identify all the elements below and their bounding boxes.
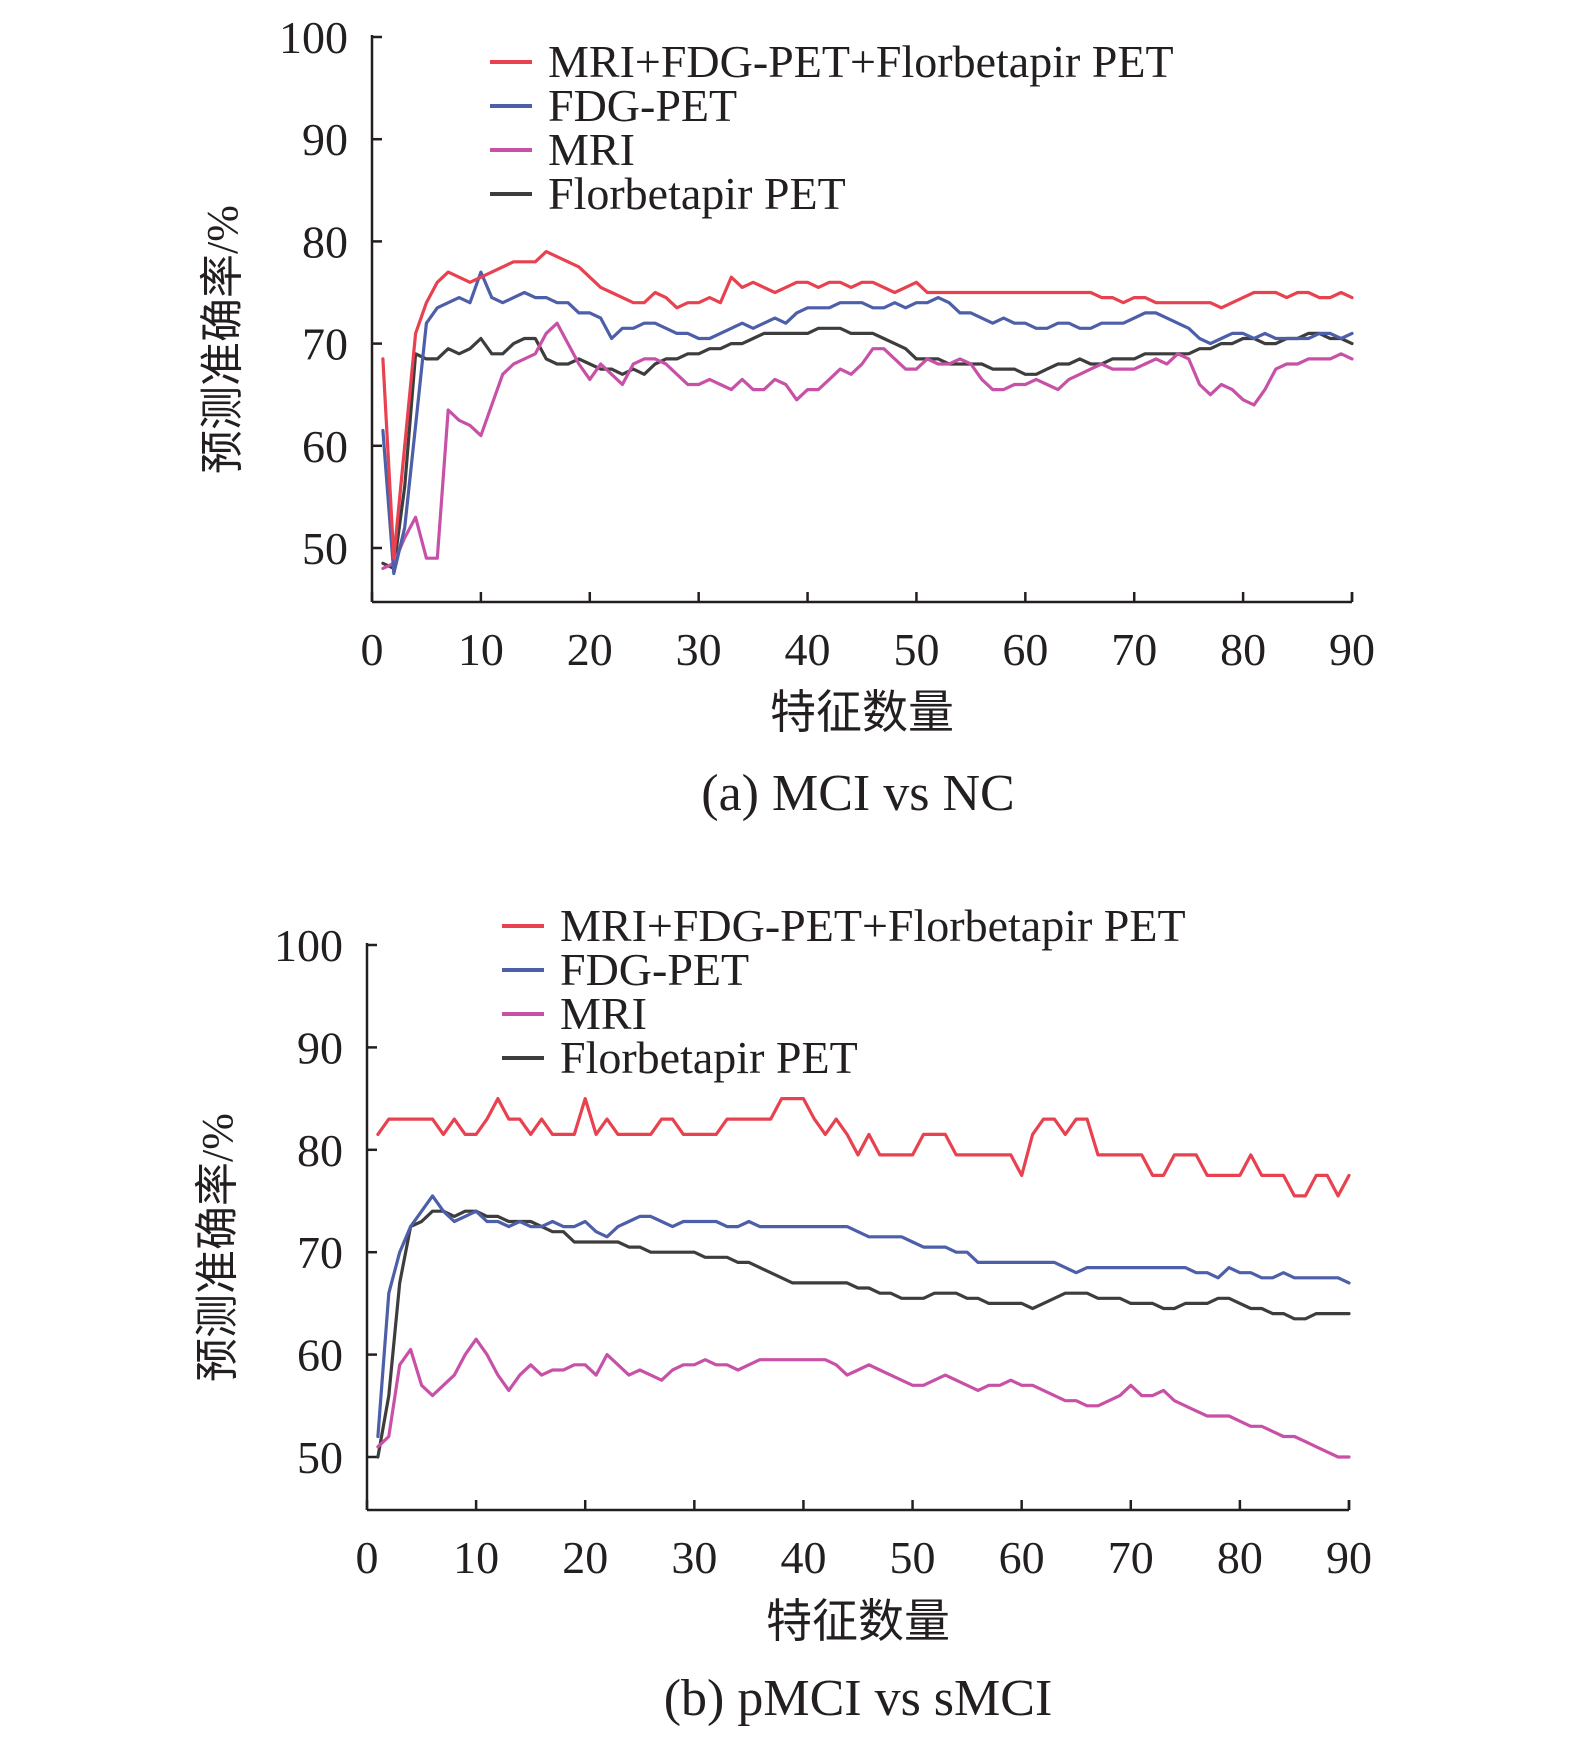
y-tick-label: 90 — [297, 1022, 343, 1073]
legend-label: FDG-PET — [548, 80, 737, 131]
series-line-fdg-pet — [381, 270, 1354, 576]
x-tick-label: 70 — [1108, 1532, 1154, 1583]
series-line-mri-fdg-pet-florbetapir-pet — [381, 250, 1354, 560]
x-tick-label: 30 — [671, 1532, 717, 1583]
y-tick-label: 80 — [302, 216, 348, 267]
x-tick-label: 20 — [562, 1532, 608, 1583]
x-tick-label: 0 — [361, 624, 384, 675]
y-tick-label: 70 — [302, 319, 348, 370]
x-tick-label: 10 — [453, 1532, 499, 1583]
chart-panel-a: 50 60 70 80 90 100 0 10 20 30 40 50 60 70 80 90 特征数量 预测准确… — [198, 12, 1375, 822]
y-tick-label: 90 — [302, 114, 348, 165]
y-tick-label: 70 — [297, 1227, 343, 1278]
series-line-fdg-pet — [376, 1194, 1351, 1439]
y-tick-label: 80 — [297, 1125, 343, 1176]
series-line-mri-fdg-pet-florbetapir-pet — [376, 1097, 1351, 1198]
x-axis-label: 特征数量 — [770, 687, 954, 738]
x-tick-label: 40 — [785, 624, 831, 675]
y-tick-label: 100 — [274, 920, 343, 971]
y-tick-label: 50 — [302, 523, 348, 574]
x-tick-label: 30 — [676, 624, 722, 675]
x-tick-label: 90 — [1326, 1532, 1372, 1583]
x-tick-label: 40 — [780, 1532, 826, 1583]
y-tick-label: 60 — [302, 421, 348, 472]
series-line-florbetapir-pet — [381, 326, 1354, 570]
legend-label: Florbetapir PET — [548, 168, 846, 219]
x-tick-label: 50 — [893, 624, 939, 675]
chart-caption: (a) MCI vs NC — [701, 765, 1014, 822]
x-tick-label: 60 — [999, 1532, 1045, 1583]
y-tick-label: 50 — [297, 1432, 343, 1483]
series-line-florbetapir-pet — [376, 1209, 1351, 1459]
x-tick-label: 70 — [1111, 624, 1157, 675]
y-axis-label: 预测准确率/% — [198, 205, 247, 474]
x-tick-label: 90 — [1329, 624, 1375, 675]
series-line-mri — [381, 321, 1354, 570]
x-tick-label: 80 — [1220, 624, 1266, 675]
x-tick-label: 80 — [1217, 1532, 1263, 1583]
x-tick-label: 50 — [890, 1532, 936, 1583]
x-tick-label: 0 — [356, 1532, 379, 1583]
legend-label: Florbetapir PET — [560, 1032, 858, 1083]
legend-label: MRI+FDG-PET+Florbetapir PET — [560, 900, 1186, 951]
x-tick-label: 10 — [458, 624, 504, 675]
x-tick-label: 60 — [1002, 624, 1048, 675]
legend-label: MRI — [548, 124, 635, 175]
y-tick-label: 60 — [297, 1330, 343, 1381]
legend-label: MRI+FDG-PET+Florbetapir PET — [548, 36, 1174, 87]
chart-caption: (b) pMCI vs sMCI — [664, 1670, 1053, 1727]
y-axis-label: 预测准确率/% — [193, 1113, 242, 1382]
x-axis-label: 特征数量 — [766, 1596, 950, 1647]
legend-label: MRI — [560, 988, 647, 1039]
x-tick-label: 20 — [567, 624, 613, 675]
legend-label: FDG-PET — [560, 944, 749, 995]
series-line-mri — [376, 1337, 1351, 1459]
chart-panel-b: 50 60 70 80 90 100 0 10 20 30 40 50 60 70 80 90 特征数量 预测准确… — [193, 900, 1372, 1727]
y-tick-label: 100 — [279, 12, 348, 63]
